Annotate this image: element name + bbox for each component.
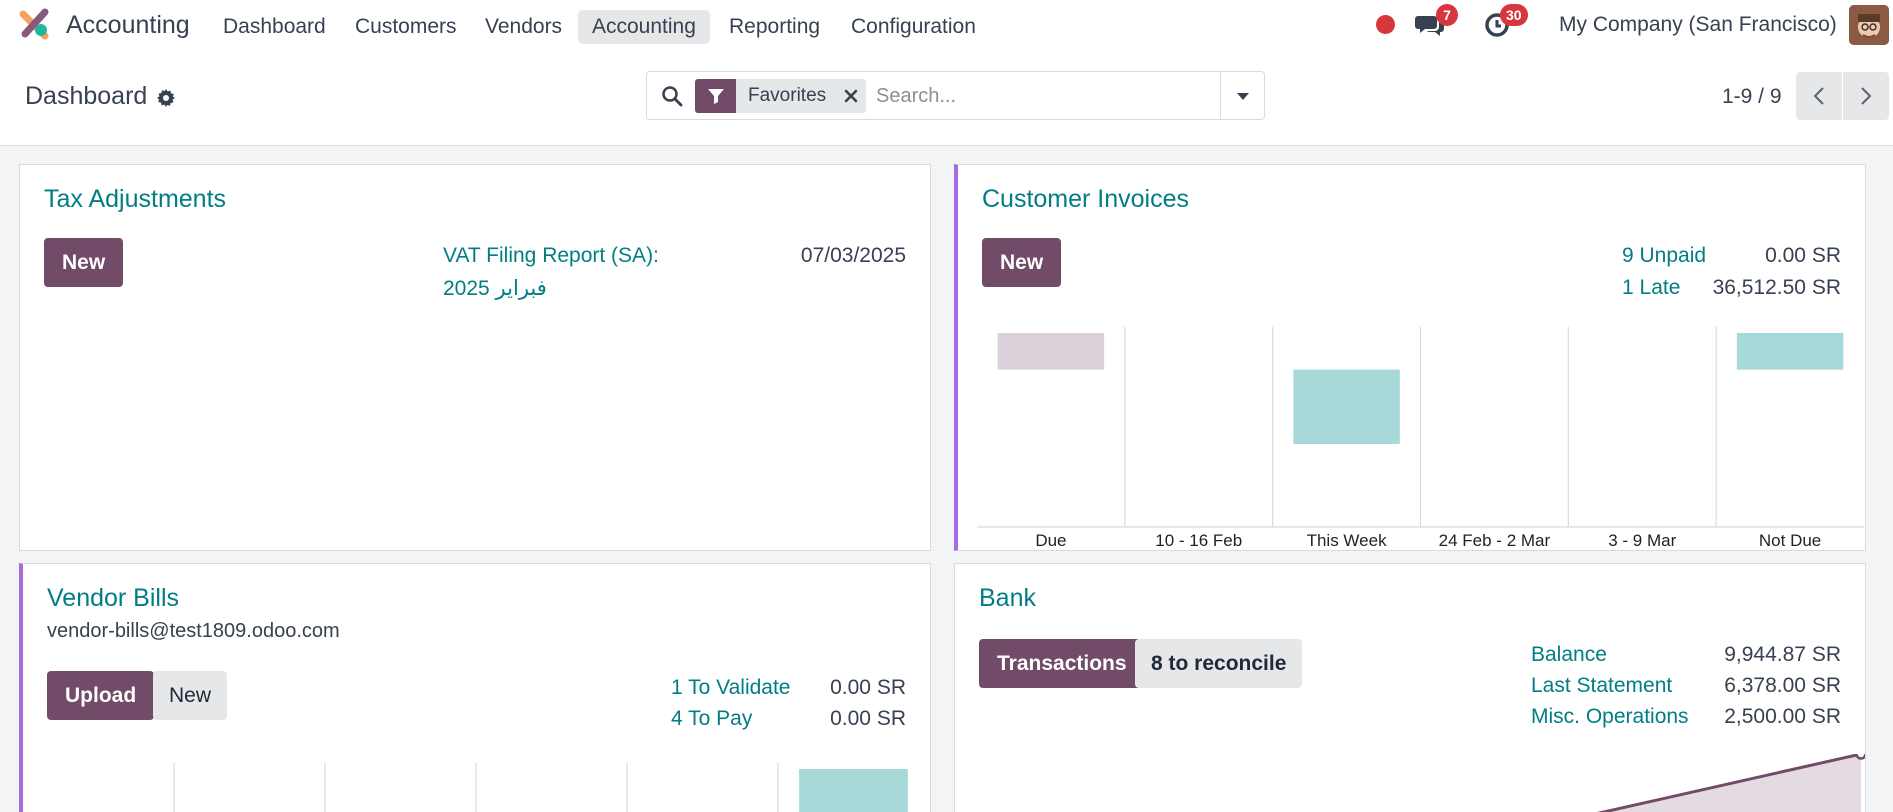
user-avatar[interactable] bbox=[1849, 5, 1889, 45]
menu-accounting[interactable]: Accounting bbox=[578, 10, 710, 44]
bank-balance-line bbox=[1597, 754, 1862, 812]
x-tick-label: Not Due bbox=[1759, 531, 1821, 550]
filter-icon bbox=[695, 79, 736, 113]
to-pay-link[interactable]: 4 To Pay bbox=[671, 707, 753, 730]
bills-bar-chart[interactable] bbox=[23, 757, 929, 812]
tax-adjustments-card: Tax Adjustments New VAT Filing Report (S… bbox=[19, 164, 931, 551]
page-title: Dashboard bbox=[25, 82, 148, 110]
misc-operations-link[interactable]: Misc. Operations bbox=[1531, 705, 1689, 728]
bank-balance-point bbox=[1855, 754, 1865, 760]
control-panel: Dashboard Favorites 1-9 / 9 bbox=[0, 50, 1893, 146]
card-title[interactable]: Customer Invoices bbox=[982, 185, 1190, 213]
upload-bill-button[interactable]: Upload bbox=[47, 671, 155, 720]
bank-balance-chart[interactable] bbox=[955, 754, 1865, 812]
to-validate-amount: 0.00 SR bbox=[830, 676, 906, 699]
reconcile-button[interactable]: 8 to reconcile bbox=[1135, 639, 1303, 688]
x-tick-label: Due bbox=[1035, 531, 1066, 550]
chart-bar bbox=[997, 333, 1105, 370]
vendor-bills-card: Vendor Bills vendor-bills@test1809.odoo.… bbox=[19, 563, 931, 812]
menu-vendors[interactable]: Vendors bbox=[485, 15, 563, 38]
unpaid-invoices-amount: 0.00 SR bbox=[1765, 244, 1841, 267]
facet-label: Favorites bbox=[748, 85, 827, 106]
menu-dashboard[interactable]: Dashboard bbox=[223, 15, 326, 38]
misc-operations-amount: 2,500.00 SR bbox=[1724, 705, 1841, 728]
to-validate-link[interactable]: 1 To Validate bbox=[671, 676, 791, 699]
late-invoices-amount: 36,512.50 SR bbox=[1712, 276, 1841, 299]
invoices-bar-chart[interactable]: Due 10 - 16 Feb This Week 24 Feb - 2 Mar 3 -… bbox=[958, 321, 1864, 550]
card-title[interactable]: Vendor Bills bbox=[47, 584, 180, 612]
gear-icon[interactable] bbox=[156, 88, 176, 108]
chart-bar bbox=[799, 769, 908, 812]
main-navbar: Accounting Dashboard Customers Vendors A… bbox=[0, 0, 1893, 50]
chevron-left-icon bbox=[1813, 87, 1824, 105]
app-name[interactable]: Accounting bbox=[66, 11, 190, 39]
bank-card: Bank Transactions 8 to reconcile Balance… bbox=[954, 563, 1866, 812]
chart-bar bbox=[1736, 333, 1844, 370]
vat-report-period[interactable]: فبراير 2025 bbox=[443, 277, 547, 300]
accounting-app-icon[interactable] bbox=[19, 8, 51, 40]
last-statement-amount: 6,378.00 SR bbox=[1724, 674, 1841, 697]
unpaid-invoices-link[interactable]: 9 Unpaid bbox=[1622, 244, 1707, 267]
to-pay-amount: 0.00 SR bbox=[830, 707, 906, 730]
company-switcher[interactable]: My Company (San Francisco) bbox=[1559, 13, 1837, 36]
transactions-button[interactable]: Transactions bbox=[979, 639, 1145, 688]
messages-badge: 7 bbox=[1436, 4, 1458, 26]
new-bill-button[interactable]: New bbox=[153, 671, 228, 720]
favorites-facet[interactable]: Favorites bbox=[695, 79, 867, 113]
search-input[interactable] bbox=[876, 80, 1206, 112]
menu-customers[interactable]: Customers bbox=[355, 15, 457, 38]
balance-link[interactable]: Balance bbox=[1531, 643, 1607, 666]
balance-amount: 9,944.87 SR bbox=[1724, 643, 1841, 666]
pager-previous-button[interactable] bbox=[1796, 72, 1842, 120]
vat-report-date: 07/03/2025 bbox=[800, 244, 906, 267]
late-invoices-link[interactable]: 1 Late bbox=[1622, 276, 1681, 299]
chart-bar bbox=[1293, 369, 1400, 444]
pager-next-button[interactable] bbox=[1843, 72, 1889, 120]
menu-reporting[interactable]: Reporting bbox=[729, 15, 821, 38]
search-bar: Favorites bbox=[646, 71, 1265, 120]
x-tick-label: 10 - 16 Feb bbox=[1155, 531, 1242, 550]
caret-down-icon bbox=[1236, 92, 1249, 100]
new-invoice-button[interactable]: New bbox=[982, 238, 1062, 287]
chevron-right-icon bbox=[1861, 87, 1872, 105]
card-title[interactable]: Bank bbox=[979, 584, 1036, 612]
card-title[interactable]: Tax Adjustments bbox=[44, 185, 227, 213]
menu-configuration[interactable]: Configuration bbox=[851, 15, 976, 38]
x-tick-label: 24 Feb - 2 Mar bbox=[1439, 531, 1551, 550]
vendor-bills-email: vendor-bills@test1809.odoo.com bbox=[47, 620, 340, 642]
x-tick-label: 3 - 9 Mar bbox=[1608, 531, 1676, 550]
last-statement-link[interactable]: Last Statement bbox=[1531, 674, 1673, 697]
recording-status-icon[interactable] bbox=[1376, 15, 1395, 34]
vat-report-link[interactable]: VAT Filing Report (SA): bbox=[443, 244, 659, 267]
search-options-toggle[interactable] bbox=[1220, 72, 1264, 119]
x-tick-label: This Week bbox=[1307, 531, 1387, 550]
activities-badge: 30 bbox=[1500, 4, 1528, 26]
search-icon[interactable] bbox=[661, 85, 683, 107]
close-icon[interactable] bbox=[836, 79, 866, 113]
customer-invoices-card: Customer Invoices New 9 Unpaid 0.00 SR 1… bbox=[954, 164, 1866, 551]
pager-value[interactable]: 1-9 / 9 bbox=[1722, 85, 1782, 108]
new-tax-adjustment-button[interactable]: New bbox=[44, 238, 124, 287]
